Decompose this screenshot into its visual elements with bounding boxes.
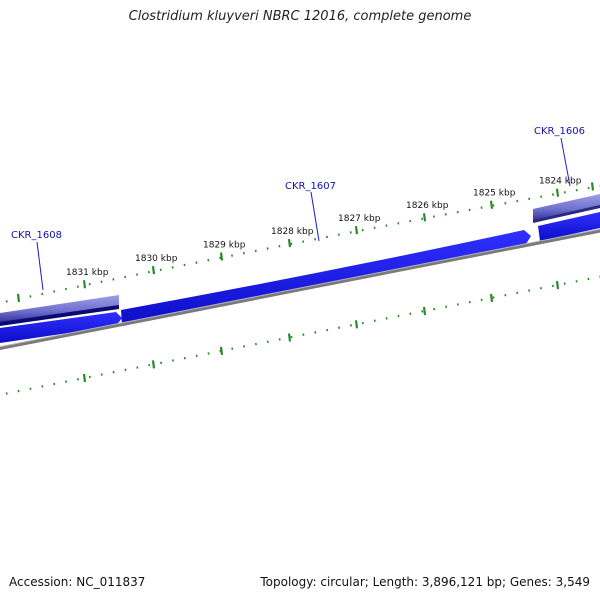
inner-major-tick — [82, 373, 87, 383]
major-tick — [590, 182, 595, 191]
gene-ckr-1608-arrow-shadow — [0, 305, 119, 326]
accession-label: Accession: NC_011837 — [9, 575, 146, 589]
genome-summary-label: Topology: circular; Length: 3,896,121 bp… — [260, 575, 590, 589]
inner-major-tick — [287, 333, 292, 342]
gene-ckr-1606-arrow-shadow — [533, 205, 600, 223]
inner-major-ticks — [82, 280, 560, 383]
gene-ckr-1606-forward-arrow — [538, 212, 600, 241]
genome-backbone — [0, 229, 600, 351]
reverse-strand-track — [0, 194, 600, 326]
figure-title: Clostridium kluyveri NBRC 12016, complet… — [128, 9, 472, 24]
tick-label: 1831 kbp — [66, 268, 109, 278]
gene-label-leaders — [36, 137, 571, 291]
gene-labels: CKR_1608 CKR_1607 CKR_1606 — [11, 126, 585, 241]
major-tick — [219, 252, 224, 261]
tick-label: 1830 kbp — [135, 254, 178, 264]
major-tick — [82, 280, 87, 289]
major-tick — [151, 265, 156, 275]
major-tick — [555, 188, 560, 197]
inner-major-tick — [354, 320, 359, 329]
tick-label: 1825 kbp — [473, 189, 516, 199]
gene-ckr-1607-arrow — [121, 230, 531, 326]
tick-label: 1827 kbp — [338, 214, 381, 224]
major-tick — [489, 200, 494, 209]
tick-labels: 1831 kbp 1830 kbp 1829 kbp 1828 kbp 1827 kbp… — [66, 177, 582, 278]
forward-strand-track — [0, 212, 600, 343]
inner-major-tick — [489, 293, 494, 303]
gene-ckr-1608-arrow — [0, 295, 119, 324]
inner-major-tick — [151, 360, 156, 369]
tick-label: 1828 kbp — [271, 227, 314, 237]
tick-label: 1824 kbp — [539, 177, 582, 187]
inner-major-tick — [555, 280, 560, 290]
outer-major-ticks — [16, 182, 595, 303]
inner-tick-ring — [0, 275, 600, 396]
major-tick — [16, 293, 21, 303]
gene-label-ckr-1607: CKR_1607 — [285, 181, 336, 192]
major-tick — [422, 213, 427, 222]
inner-major-tick — [422, 306, 427, 316]
inner-major-tick — [219, 346, 224, 356]
gene-label-ckr-1608: CKR_1608 — [11, 230, 62, 241]
major-tick — [287, 238, 292, 248]
genome-backbone-highlight — [0, 228, 600, 348]
ckr-1606-leader-line — [560, 137, 571, 187]
ckr-1608-leader-line — [36, 241, 44, 291]
gene-label-ckr-1606: CKR_1606 — [534, 126, 585, 137]
gene-ckr-1606-arrow — [533, 194, 600, 222]
major-tick — [354, 225, 359, 235]
tick-label: 1829 kbp — [203, 240, 246, 250]
tick-label: 1826 kbp — [406, 201, 449, 211]
outer-tick-ring: 1831 kbp 1830 kbp 1829 kbp 1828 kbp 1827 kbp… — [0, 177, 600, 304]
ckr-1607-leader-line — [310, 191, 320, 242]
gene-ckr-1608-forward-arrow — [0, 312, 122, 343]
